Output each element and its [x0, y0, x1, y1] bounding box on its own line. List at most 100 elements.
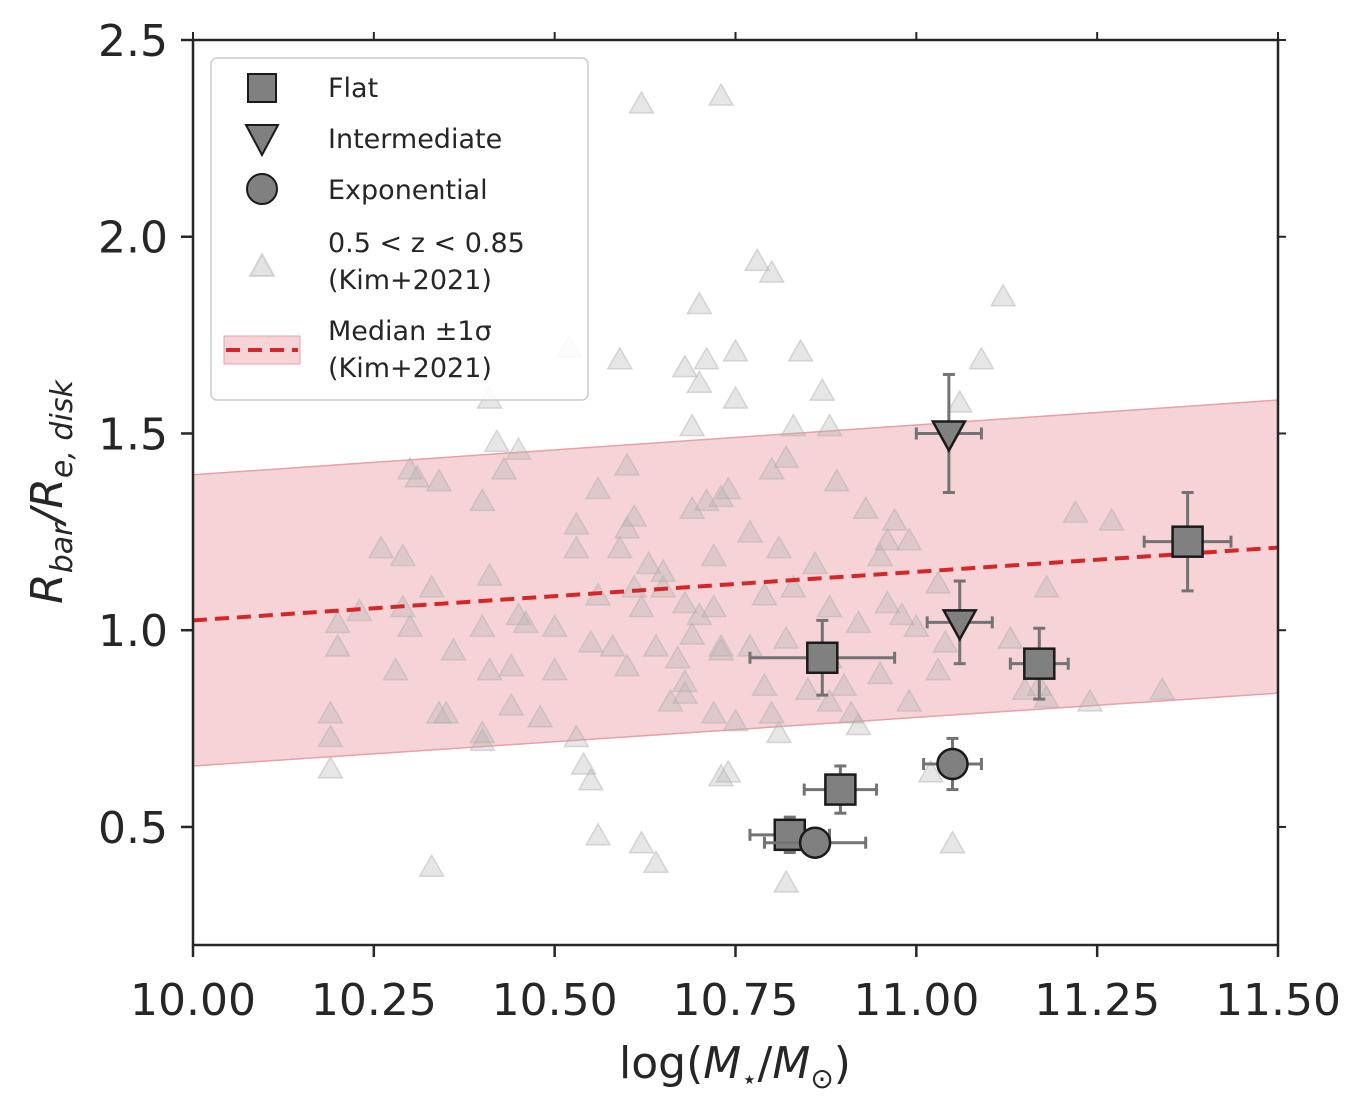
kim2021-point	[686, 369, 713, 394]
kim2021-point	[469, 613, 496, 638]
kim2021-point	[722, 708, 749, 732]
kim2021-point	[837, 700, 865, 724]
kim2021-point	[722, 385, 749, 409]
kim2021-point	[469, 720, 496, 744]
kim2021-point	[707, 637, 735, 661]
kim2021-point	[780, 574, 807, 598]
kim2021-point	[613, 452, 641, 476]
kim2021-point	[483, 428, 511, 453]
legend-box	[210, 57, 589, 401]
kim2021-point	[758, 456, 785, 480]
legend-label-median-ref: (Kim+2021)	[328, 353, 492, 384]
kim2021-point	[968, 346, 995, 370]
kim2021-point	[497, 653, 525, 677]
kim2021-point	[874, 527, 901, 551]
kim2021-point	[599, 633, 626, 657]
kim2021-point	[714, 476, 742, 500]
kim2021-point	[628, 830, 655, 854]
kim2021-point	[1011, 676, 1039, 700]
kim2021-point	[425, 468, 453, 492]
x-tick-label: 10.25	[311, 975, 437, 1026]
kim2021-point	[584, 476, 612, 500]
kim2021-point	[801, 550, 829, 575]
legend-triangle-down-marker	[244, 124, 280, 158]
kim2021-point	[852, 495, 879, 519]
kim2021-point	[700, 542, 728, 567]
flat-point	[1171, 525, 1204, 558]
kim2021-point	[866, 542, 894, 567]
kim2021-point	[816, 688, 843, 712]
kim2021-point	[845, 609, 872, 634]
kim2021-point	[895, 688, 923, 712]
kim2021-point	[563, 535, 590, 559]
kim2021-point	[765, 535, 793, 559]
kim2021-point	[563, 511, 590, 535]
legend-triangle-up-marker	[248, 251, 276, 277]
x-tick-label: 10.00	[130, 975, 256, 1026]
kim2021-point	[895, 527, 923, 551]
flat-point	[824, 773, 857, 806]
kim2021-point	[671, 590, 699, 614]
x-tick-label: 10.75	[673, 975, 799, 1026]
y-tick-label: 2.5	[98, 16, 168, 67]
kim2021-point	[1062, 499, 1089, 523]
kim2021-point	[758, 259, 785, 283]
kim2021-point	[1033, 574, 1060, 598]
kim2021-point	[367, 535, 395, 559]
kim2021-point	[577, 767, 605, 791]
kim2021-point	[924, 570, 952, 594]
kim2021-point	[693, 346, 720, 370]
kim2021-point	[714, 759, 742, 783]
flat-point	[1023, 647, 1056, 680]
x-tick-label: 10.50	[492, 975, 618, 1026]
kim2021-point	[707, 763, 735, 787]
kim2021-point	[664, 645, 691, 669]
kim2021-point	[563, 723, 590, 748]
kim2021-point	[541, 613, 568, 638]
x-tick-label: 11.50	[1215, 975, 1341, 1026]
kim2021-point	[671, 668, 699, 693]
kim2021-point	[476, 657, 503, 681]
flat-point	[806, 641, 839, 675]
exponential-point	[798, 826, 832, 859]
kim2021-point	[418, 574, 445, 598]
kim2021-point	[693, 487, 720, 512]
kim2021-point	[628, 90, 655, 114]
intermediate-point	[941, 609, 978, 642]
kim2021-point	[997, 625, 1024, 649]
kim2021-point	[620, 503, 648, 527]
kim2021-point	[324, 609, 351, 634]
kim2021-point	[743, 247, 771, 272]
kim2021-point	[931, 629, 959, 653]
kim2021-point	[497, 692, 525, 716]
kim2021-point	[649, 558, 677, 582]
kim2021-point	[382, 657, 409, 681]
kim2021-point	[888, 601, 916, 626]
kim2021-point	[678, 495, 706, 519]
kim2021-point	[946, 389, 974, 413]
kim2021-point	[606, 346, 634, 370]
kim2021-point	[787, 338, 814, 362]
kim2021-point	[772, 869, 800, 893]
kim2021-point	[526, 704, 554, 728]
kim2021-point	[1076, 688, 1104, 712]
kim2021-point	[751, 672, 778, 697]
sigma-band	[193, 399, 1278, 767]
kim2021-point	[505, 436, 532, 460]
kim2021-point	[505, 601, 532, 626]
kim2021-point	[903, 613, 930, 638]
kim2021-point	[816, 594, 843, 618]
kim2021-point	[396, 613, 424, 638]
kim2021-point	[1098, 507, 1125, 531]
kim2021-point	[425, 700, 453, 724]
kim2021-point	[671, 354, 699, 378]
kim2021-point	[722, 338, 749, 362]
kim2021-point	[830, 672, 858, 697]
legend-circle-marker	[246, 173, 278, 205]
kim2021-point	[924, 657, 952, 681]
kim2021-point	[772, 444, 800, 468]
kim2021-point	[874, 590, 901, 614]
kim2021-point	[866, 660, 894, 685]
kim2021-point	[613, 653, 641, 677]
